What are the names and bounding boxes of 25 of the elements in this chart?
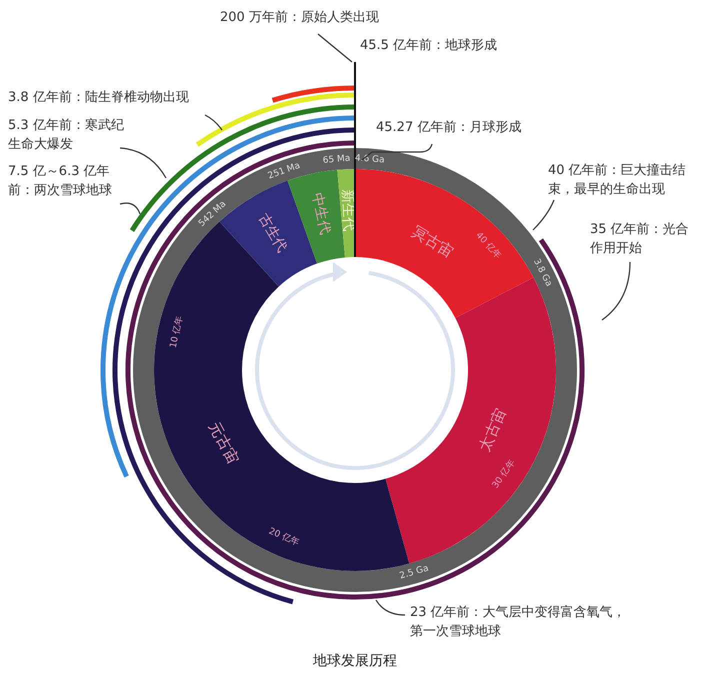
text: 23 亿年前：大气层中变得富含氧气，第一次雪球地球 bbox=[410, 604, 627, 641]
text: 45.27 亿年前：月球形成 bbox=[376, 119, 522, 137]
slice-label: 太古宙 bbox=[475, 406, 510, 454]
text: 2.5 Ga bbox=[398, 564, 430, 582]
slice-label: 元古宙 bbox=[205, 418, 243, 467]
slice-label: 古生代 bbox=[254, 210, 290, 255]
text: 542 Ma bbox=[197, 199, 228, 230]
text: 30 亿年 bbox=[490, 458, 518, 490]
text: 65 Ma bbox=[322, 154, 351, 166]
text: 3.8 Ga bbox=[531, 257, 554, 288]
text: 10 亿年 bbox=[168, 315, 186, 350]
text: 20 亿年 bbox=[267, 526, 302, 548]
text: 40 亿年前：巨大撞击结束，最早的生命出现 bbox=[548, 162, 687, 199]
slice-label: 冥古宙 bbox=[409, 222, 457, 262]
text: 200 万年前：原始人类出现 bbox=[220, 9, 380, 27]
donut-slice bbox=[355, 169, 534, 318]
text: 35 亿年前：光合作用开始 bbox=[590, 221, 690, 258]
text: 45.5 亿年前：地球形成 bbox=[360, 37, 498, 55]
text: 地球发展历程 bbox=[312, 653, 397, 669]
text: 251 Ma bbox=[266, 160, 302, 182]
text: 7.5 亿～6.3 亿年前：两次雪球地球 bbox=[8, 163, 113, 200]
text: 3.8 亿年前：陆生脊椎动物出现 bbox=[8, 89, 190, 107]
text: 40 亿年 bbox=[473, 230, 504, 262]
slice-label: 中生代 bbox=[308, 191, 334, 236]
text: 5.3 亿年前：寒武纪生命大爆发 bbox=[8, 117, 125, 154]
